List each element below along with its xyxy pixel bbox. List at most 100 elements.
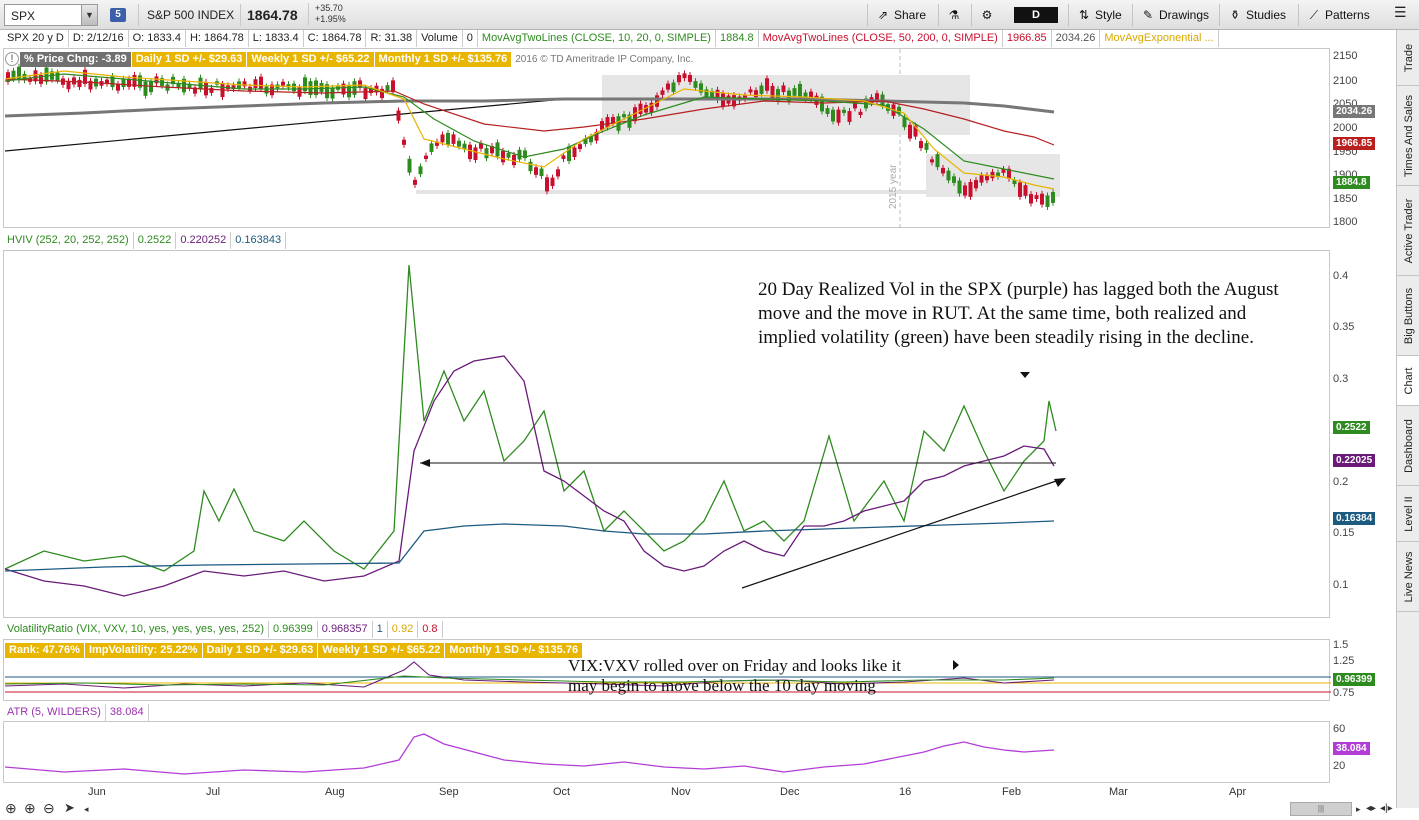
candle-body [440, 134, 445, 143]
candle-body [506, 153, 511, 158]
price-cell: Volume [417, 30, 463, 47]
tab-label: Live News [1402, 551, 1415, 602]
tab-chart[interactable]: Chart [1397, 356, 1419, 406]
tab-live-news[interactable]: Live News [1397, 542, 1419, 612]
studies-button[interactable]: ⚱ Studies [1219, 4, 1286, 26]
candle-body [556, 169, 560, 177]
main-toolbar: SPX ▼ 5 S&P 500 INDEX 1864.78 +35.70 +1.… [0, 0, 1419, 30]
vr-chart-panel[interactable]: Rank: 47.76% ImpVolatility: 25.22% Daily 1… [3, 639, 1331, 702]
candle-body [930, 159, 934, 163]
hviv-tick: 0.4 [1333, 270, 1349, 282]
month-label: Apr [1229, 786, 1247, 798]
scroll-right-icon[interactable]: ▸ [1356, 804, 1361, 814]
price-tick: 2000 [1333, 122, 1358, 134]
candle-body [743, 95, 747, 100]
vr-tick: 1.25 [1333, 655, 1355, 667]
candle-body [710, 91, 714, 98]
crosshair-icon[interactable]: ⊕ [5, 800, 17, 816]
menu-icon[interactable]: ☰ [1394, 4, 1407, 20]
tab-level-ii[interactable]: Level II [1397, 486, 1419, 542]
candle-body [143, 81, 148, 96]
tab-big-buttons[interactable]: Big Buttons [1397, 276, 1419, 356]
hviv-axis[interactable]: 0.4 0.35 0.3 0.25 0.2 0.15 0.1 [1331, 250, 1393, 618]
pointer-icon[interactable]: ➤ [64, 800, 75, 815]
price-cell: R: 31.38 [366, 30, 418, 47]
zoom-in-icon[interactable]: ⊕ [24, 800, 36, 816]
candle-body [314, 80, 318, 96]
share-button[interactable]: ⇗ Share [867, 4, 926, 26]
style-button[interactable]: ⇅ Style [1068, 4, 1122, 26]
chevron-down-icon[interactable]: ▼ [81, 5, 97, 25]
tab-times-and-sales[interactable]: Times And Sales [1397, 86, 1419, 186]
price-cell: O: 1833.4 [129, 30, 186, 47]
candle-body [187, 83, 192, 89]
symbol-link-badge[interactable]: 5 [110, 8, 126, 22]
candle-body [919, 141, 923, 149]
drawings-button[interactable]: ✎ Drawings [1132, 4, 1209, 26]
hviv-label[interactable]: HVIV (252, 20, 252, 252) [3, 232, 134, 249]
candle-body [303, 77, 307, 92]
atr-axis[interactable]: 60 20 [1331, 721, 1393, 783]
info-icon[interactable]: ! [5, 52, 19, 66]
candle-body [952, 176, 956, 183]
atr-chart-panel[interactable] [3, 721, 1330, 783]
scrollbar-thumb[interactable]: ||| [1290, 802, 1352, 816]
price-chart[interactable]: 2015 year [4, 49, 1331, 229]
candle-body [990, 171, 995, 179]
copyright-text: 2016 © TD Ameritrade IP Company, Inc. [515, 54, 694, 65]
ma-label[interactable]: MovAvgExponential ... [1100, 30, 1219, 47]
vr-value: 0.968357 [318, 621, 373, 638]
hviv-tick: 0.1 [1333, 579, 1349, 591]
vr-axis[interactable]: 1.5 1.25 0.75 [1331, 639, 1393, 701]
last-price: 1864.78 [240, 4, 298, 26]
candle-body [308, 81, 313, 96]
ma-value: 2034.26 [1052, 30, 1101, 47]
candle-body [121, 78, 126, 88]
expand-icon[interactable]: ◂▸ [1366, 803, 1377, 814]
candle-body [446, 132, 450, 145]
ma-label[interactable]: MovAvgTwoLines (CLOSE, 10, 20, 0, SIMPLE… [478, 30, 716, 47]
symbol-input[interactable]: SPX ▼ [4, 4, 98, 26]
candle-body [946, 170, 951, 181]
ma200-tag: 2034.26 [1333, 105, 1376, 118]
atr-chart[interactable] [4, 722, 1331, 784]
hviv-chart-panel[interactable]: 20 Day Realized Vol in the SPX (purple) … [3, 250, 1330, 618]
tab-active-trader[interactable]: Active Trader [1397, 186, 1419, 276]
settings-button[interactable]: ⚙ [971, 4, 998, 26]
candle-body [33, 70, 38, 82]
candle-body [836, 109, 841, 123]
candle-body [594, 131, 599, 141]
candle-body [908, 124, 912, 139]
price-chips: !% Price Chng: -3.89 Daily 1 SD +/- $29.6… [5, 52, 693, 67]
change-value: +35.70 [315, 3, 343, 13]
candle-body [17, 66, 21, 81]
flask-button[interactable]: ⚗ [938, 4, 965, 26]
patterns-button[interactable]: ⟋ Patterns [1298, 4, 1370, 26]
vr-label[interactable]: VolatilityRatio (VIX, VXV, 10, yes, yes,… [3, 621, 269, 638]
rank-chip: Rank: 47.76% [5, 643, 84, 658]
ma-label[interactable]: MovAvgTwoLines (CLOSE, 50, 200, 0, SIMPL… [759, 30, 1003, 47]
hviv-chart[interactable] [4, 251, 1331, 619]
tab-trade[interactable]: Trade [1397, 30, 1419, 86]
candle-body [176, 83, 181, 88]
candle-body [259, 76, 263, 89]
price-chart-panel[interactable]: 2015 year !% Price Chng: -3.89 Daily 1 SD… [3, 48, 1331, 229]
candle-body [127, 78, 131, 87]
candle-body [369, 88, 373, 94]
tab-dashboard[interactable]: Dashboard [1397, 406, 1419, 486]
aggregation-period[interactable]: D [1014, 7, 1058, 23]
vr-chart[interactable] [4, 640, 1331, 702]
atr-label[interactable]: ATR (5, WILDERS) [3, 704, 106, 721]
change-percent: +1.95% [315, 14, 346, 24]
zoom-out-icon[interactable]: ⊖ [43, 800, 55, 816]
scroll-left-icon[interactable]: ◂ [84, 804, 89, 814]
year-marker: 2015 year [888, 164, 899, 209]
monthly-sd-chip: Monthly 1 SD +/- $135.76 [445, 643, 583, 658]
weekly-sd-chip: Weekly 1 SD +/- $65.22 [247, 52, 374, 67]
patterns-icon: ⟋ [1309, 8, 1319, 22]
candle-body [1045, 195, 1050, 208]
fit-icon[interactable]: ◂|▸ [1380, 803, 1393, 814]
vr-tick: 1.5 [1333, 639, 1349, 651]
candle-body [39, 74, 43, 84]
candle-body [770, 85, 775, 99]
